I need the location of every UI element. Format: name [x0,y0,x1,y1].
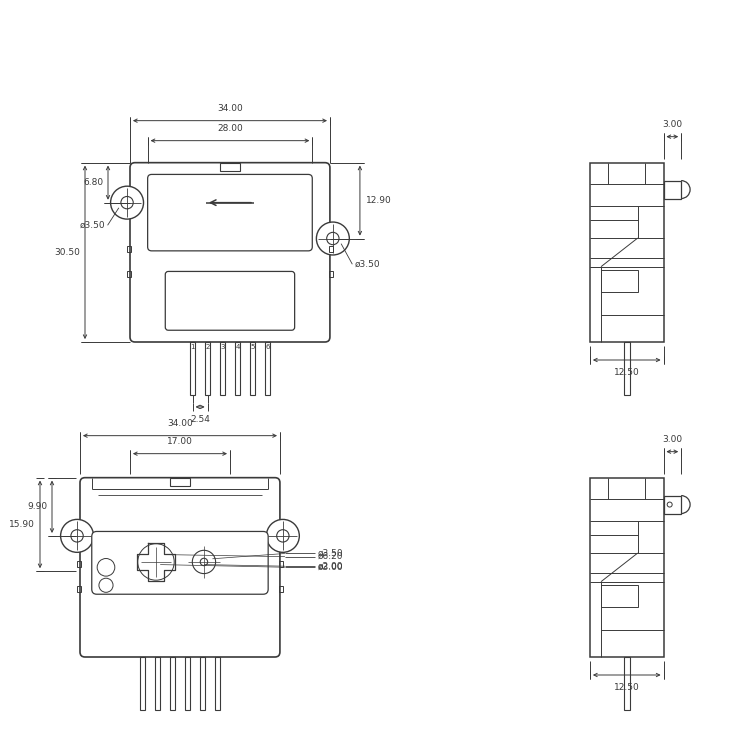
Bar [127,246,131,252]
Bar [624,342,630,395]
Text: 3.00: 3.00 [662,119,682,129]
Text: 12.50: 12.50 [614,368,640,377]
Bar [127,271,131,277]
Circle shape [266,520,299,553]
Bar [265,342,270,395]
Circle shape [71,530,83,542]
FancyBboxPatch shape [130,163,330,342]
Bar [279,561,283,567]
Text: 6: 6 [265,344,269,350]
Text: 3.00: 3.00 [662,435,682,444]
Text: 6.80: 6.80 [82,178,103,187]
Text: 1: 1 [190,344,195,350]
Bar [214,657,220,710]
Bar [664,181,681,198]
Circle shape [110,186,143,219]
Bar [235,342,240,395]
Bar [664,496,681,514]
Text: 12.50: 12.50 [614,683,640,692]
Text: 28.00: 28.00 [217,124,243,132]
Bar [220,342,225,395]
FancyBboxPatch shape [165,272,295,330]
Bar [329,271,333,277]
Bar [77,561,81,567]
Text: 34.00: 34.00 [217,104,243,113]
Text: 4: 4 [236,344,239,350]
Bar [624,657,630,710]
Text: 3: 3 [220,344,225,350]
Circle shape [138,544,174,580]
Bar [140,657,146,710]
Circle shape [277,530,289,542]
Circle shape [98,559,115,576]
Bar [220,163,240,171]
Bar [601,270,638,292]
Circle shape [99,578,113,592]
Text: ø6.20: ø6.20 [318,552,344,561]
Circle shape [316,222,350,255]
Bar [205,342,210,395]
Bar [590,163,664,342]
Text: 12.90: 12.90 [366,196,392,205]
Text: ø3.50: ø3.50 [80,221,106,230]
Bar [279,586,283,592]
Bar [170,478,190,487]
Bar [200,657,205,710]
Bar [590,478,664,657]
Text: 34.00: 34.00 [167,419,193,427]
Circle shape [668,502,672,507]
FancyBboxPatch shape [80,478,280,657]
Text: ø3.00: ø3.00 [318,563,344,572]
Circle shape [327,232,339,244]
Bar [155,657,160,710]
Text: 9.90: 9.90 [27,502,47,511]
Bar [77,586,81,592]
Circle shape [192,550,215,574]
Circle shape [200,559,208,566]
Text: 5: 5 [251,344,254,350]
FancyBboxPatch shape [92,531,268,594]
Bar [184,657,190,710]
Bar [170,657,176,710]
Bar [601,586,638,607]
Text: 2: 2 [206,344,210,350]
Text: 15.90: 15.90 [9,520,35,529]
Circle shape [121,196,134,209]
Circle shape [146,551,166,572]
Text: ø3.50: ø3.50 [354,260,380,269]
FancyBboxPatch shape [148,174,312,251]
Circle shape [151,556,161,567]
Text: 17.00: 17.00 [167,437,193,446]
Text: ø3.50: ø3.50 [318,549,344,558]
Circle shape [61,520,94,553]
Text: ø2.00: ø2.00 [318,561,344,571]
Text: 2.54: 2.54 [190,415,210,424]
Bar [329,246,333,252]
Bar [250,342,255,395]
Bar [190,342,195,395]
Text: 30.50: 30.50 [54,248,80,257]
